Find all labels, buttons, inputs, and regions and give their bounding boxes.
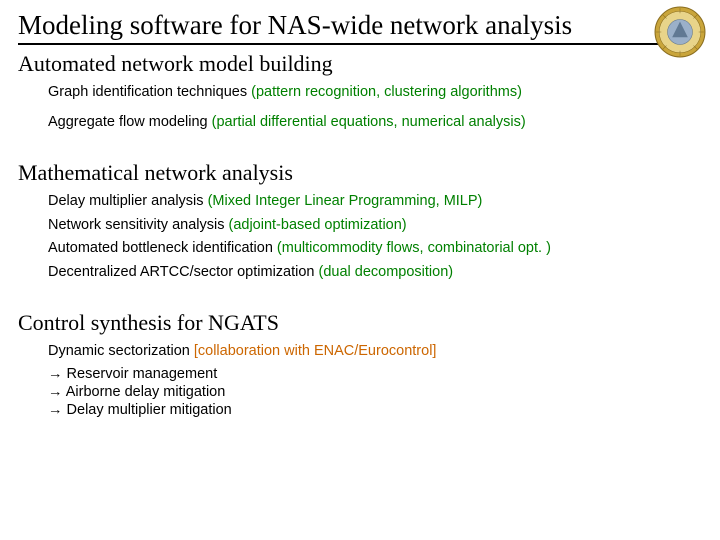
- page-title: Modeling software for NAS-wide network a…: [18, 10, 702, 41]
- bullet-1-2: Aggregate flow modeling (partial differe…: [48, 113, 702, 133]
- bullet-2-2: Network sensitivity analysis (adjoint-ba…: [48, 216, 702, 236]
- bullet-1-1: Graph identification techniques (pattern…: [48, 83, 702, 103]
- bullet-text: Network sensitivity analysis: [48, 217, 229, 233]
- bullet-accent: [collaboration with ENAC/Eurocontrol]: [194, 343, 437, 359]
- section-heading-1: Automated network model building: [18, 51, 702, 77]
- bullet-text: Decentralized ARTCC/sector optimization: [48, 264, 319, 280]
- section-heading-3: Control synthesis for NGATS: [18, 310, 702, 336]
- bullet-accent: (multicommodity flows, combinatorial opt…: [277, 240, 551, 256]
- bullet-accent: (partial differential equations, numeric…: [212, 114, 526, 130]
- bullet-accent: (pattern recognition, clustering algorit…: [251, 84, 522, 100]
- bullet-accent: (Mixed Integer Linear Programming, MILP): [208, 193, 483, 209]
- bullet-2-4: Decentralized ARTCC/sector optimization …: [48, 263, 702, 283]
- bullet-text: Automated bottleneck identification: [48, 240, 277, 256]
- arrow-line-3: → Delay multiplier mitigation: [48, 402, 702, 418]
- bullet-text: Delay multiplier analysis: [48, 193, 208, 209]
- bullet-2-3: Automated bottleneck identification (mul…: [48, 239, 702, 259]
- seal-icon: [654, 6, 706, 58]
- title-underline: [18, 43, 658, 45]
- arrow-line-1: → Reservoir management: [48, 366, 702, 382]
- section-heading-2: Mathematical network analysis: [18, 160, 702, 186]
- bullet-text: Aggregate flow modeling: [48, 114, 212, 130]
- bullet-accent: (adjoint-based optimization): [229, 217, 407, 233]
- slide: Modeling software for NAS-wide network a…: [0, 0, 720, 540]
- bullet-text: Graph identification techniques: [48, 84, 251, 100]
- bullet-2-1: Delay multiplier analysis (Mixed Integer…: [48, 192, 702, 212]
- bullet-3-1: Dynamic sectorization [collaboration wit…: [48, 342, 702, 362]
- arrow-line-2: → Airborne delay mitigation: [48, 384, 702, 400]
- bullet-accent: (dual decomposition): [319, 264, 454, 280]
- bullet-text: Dynamic sectorization: [48, 343, 194, 359]
